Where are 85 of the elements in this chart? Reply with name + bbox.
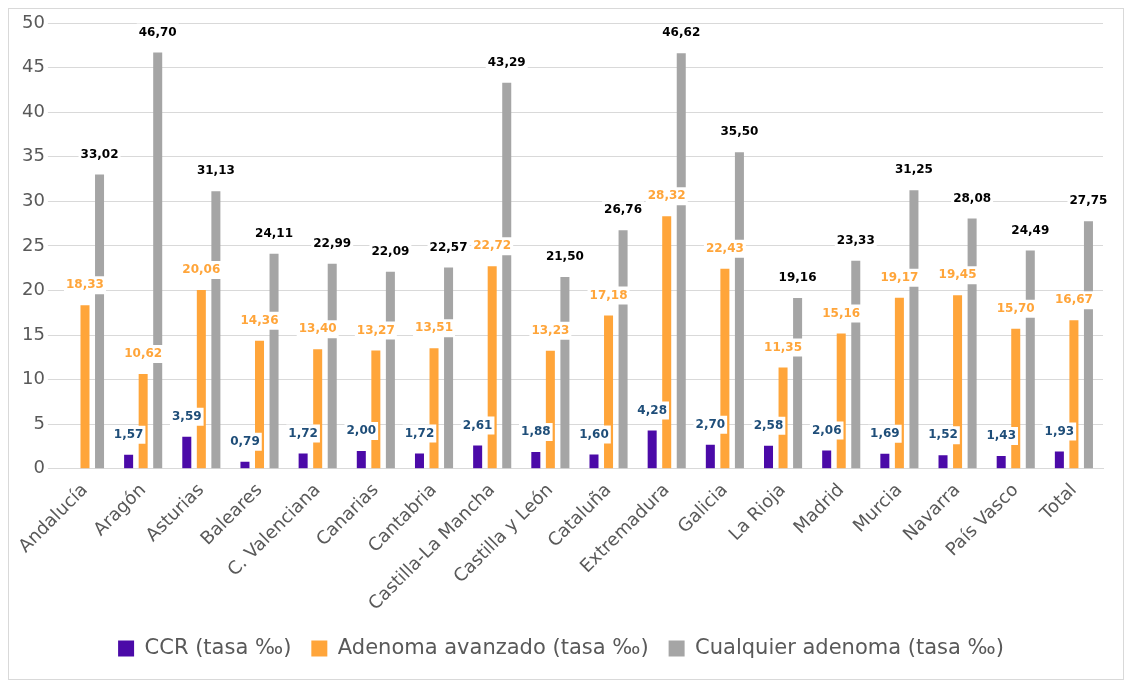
- data-label: 26,76: [604, 202, 643, 217]
- bar: [1054, 451, 1064, 469]
- data-label: 2,58: [753, 417, 784, 432]
- data-label: 35,50: [720, 124, 759, 139]
- data-label: 33,02: [80, 146, 119, 161]
- bar: [880, 453, 890, 469]
- y-tick-label: 45: [22, 55, 45, 77]
- data-label: 10,62: [124, 346, 163, 361]
- data-label: 22,09: [371, 243, 410, 258]
- bar: [414, 453, 424, 469]
- data-label: 0,79: [230, 433, 260, 448]
- data-label: 28,32: [647, 188, 686, 203]
- data-label: 22,43: [705, 240, 744, 255]
- data-label: 46,70: [138, 24, 177, 39]
- data-label: 21,50: [545, 249, 584, 264]
- bar: [182, 436, 192, 469]
- y-tick-label: 50: [22, 10, 45, 32]
- data-label: 22,57: [429, 239, 468, 254]
- y-tick-label: 5: [33, 411, 45, 433]
- bar: [356, 450, 366, 469]
- bar: [473, 445, 483, 469]
- bar: [589, 454, 599, 469]
- y-tick-label: 10: [22, 367, 45, 389]
- data-label: 1,72: [288, 425, 318, 440]
- data-label: 31,25: [894, 162, 933, 177]
- bar: [240, 461, 250, 469]
- data-label: 31,13: [196, 163, 235, 178]
- legend-label: Cualquier adenoma (tasa ‰): [695, 634, 1004, 659]
- data-label: 1,72: [404, 425, 435, 440]
- bar: [647, 430, 657, 469]
- bar: [705, 444, 715, 469]
- data-label: 13,27: [356, 322, 395, 337]
- data-label: 13,23: [531, 322, 570, 337]
- data-label: 28,08: [953, 190, 992, 205]
- y-tick-label: 35: [22, 144, 45, 166]
- y-tick-label: 0: [33, 456, 45, 478]
- data-label: 20,06: [182, 262, 221, 277]
- data-label: 2,70: [695, 416, 726, 431]
- bar: [938, 455, 948, 469]
- data-label: 43,29: [487, 54, 526, 69]
- data-label: 1,52: [928, 427, 958, 442]
- data-label: 27,75: [1069, 193, 1108, 208]
- bar: [531, 452, 541, 469]
- data-label: 4,28: [637, 402, 667, 417]
- bar: [298, 453, 308, 469]
- bar: [996, 456, 1006, 469]
- data-label: 1,57: [113, 426, 144, 441]
- y-tick-label: 15: [22, 322, 45, 344]
- y-tick-label: 25: [22, 233, 45, 255]
- data-label: 17,18: [589, 287, 628, 302]
- y-tick-label: 20: [22, 278, 45, 300]
- data-label: 2,06: [811, 422, 842, 437]
- y-tick-label: 40: [22, 99, 45, 121]
- legend-label: Adenoma avanzado (tasa ‰): [337, 634, 649, 659]
- data-label: 46,62: [662, 25, 701, 40]
- y-tick-label: 30: [22, 188, 45, 210]
- data-label: 1,43: [986, 428, 1016, 443]
- data-label: 3,59: [171, 408, 202, 423]
- data-label: 1,60: [579, 426, 609, 441]
- data-label: 14,36: [240, 312, 279, 327]
- bar: [822, 450, 832, 469]
- data-label: 2,00: [346, 423, 377, 438]
- data-label: 13,51: [415, 320, 454, 335]
- data-label: 22,99: [313, 235, 352, 250]
- data-label: 1,69: [870, 425, 900, 440]
- data-label: 2,61: [462, 417, 493, 432]
- data-label: 16,67: [1054, 292, 1093, 307]
- data-label: 1,88: [521, 424, 551, 439]
- data-label: 22,72: [473, 238, 512, 253]
- data-label: 15,70: [996, 300, 1035, 315]
- data-label: 19,16: [778, 270, 817, 285]
- data-label: 15,16: [822, 305, 861, 320]
- data-label: 24,11: [255, 225, 294, 240]
- bar: [764, 445, 774, 469]
- legend-label: CCR (tasa ‰): [144, 634, 292, 659]
- data-label: 18,33: [66, 277, 104, 292]
- data-label: 19,17: [880, 269, 919, 284]
- data-label: 23,33: [836, 232, 875, 247]
- data-label: 1,93: [1044, 423, 1075, 438]
- data-label: 11,35: [764, 339, 803, 354]
- data-label: 19,45: [938, 267, 977, 282]
- bar: [80, 305, 90, 469]
- bar: [124, 454, 134, 469]
- data-label: 24,49: [1011, 222, 1050, 237]
- data-label: 13,40: [298, 321, 337, 336]
